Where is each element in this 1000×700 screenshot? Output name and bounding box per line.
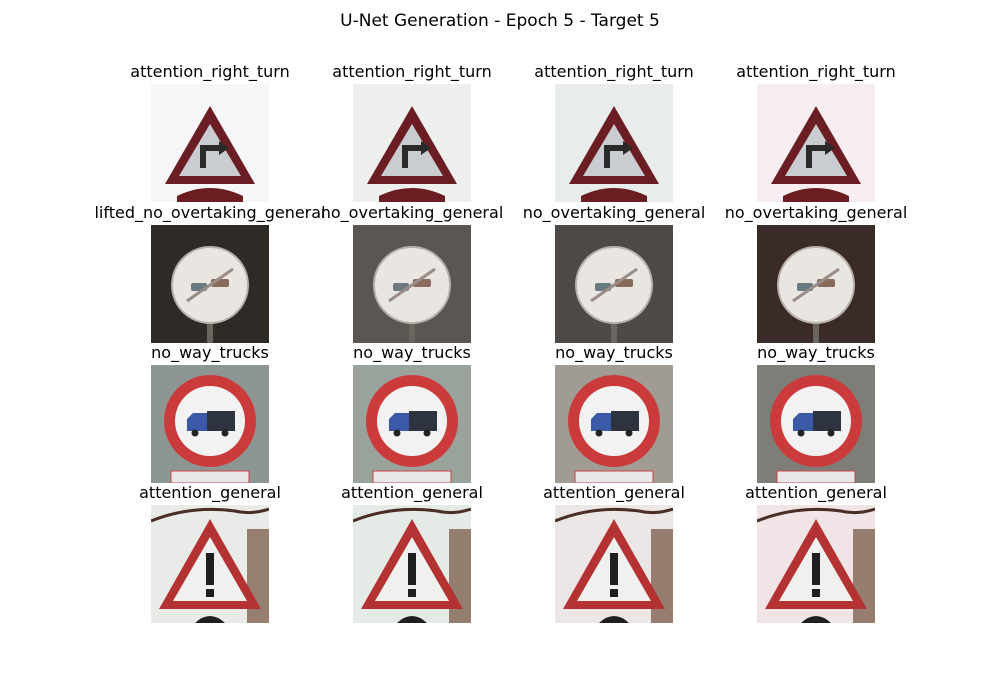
sample-cell: attention_general <box>139 483 281 623</box>
figure-title: U-Net Generation - Epoch 5 - Target 5 <box>340 11 660 31</box>
sample-title-text: lifted_no_overtaking_general <box>94 203 326 222</box>
sample-title: no_way_trucks <box>151 343 269 362</box>
sample-title: attention_general <box>139 483 281 502</box>
sample-title: lifted_no_overtaking_general <box>94 203 325 222</box>
generated-sign-image <box>555 84 673 202</box>
generated-sign-image <box>151 84 269 202</box>
sample-cell: no_overtaking_general <box>725 203 907 343</box>
sample-title: no_way_trucks <box>757 343 875 362</box>
sample-title: attention_general <box>745 483 887 502</box>
generated-sign-image <box>757 84 875 202</box>
generated-sign-image <box>555 505 673 623</box>
sample-title-text: attention_general <box>745 483 887 502</box>
sample-title-text: no_way_trucks <box>757 343 875 362</box>
sample-title: attention_general <box>341 483 483 502</box>
sample-cell: no_way_trucks <box>555 343 673 483</box>
sample-title: no_overtaking_general <box>523 203 706 222</box>
sample-cell: no_overtaking_general <box>523 203 705 343</box>
sample-title-text: attention_right_turn <box>534 62 694 81</box>
sample-title: no_overtaking_general <box>321 203 504 222</box>
generated-sign-image <box>151 365 269 483</box>
generated-sign-image <box>151 225 269 343</box>
generated-sign-image <box>757 505 875 623</box>
sample-cell: no_way_trucks <box>757 343 875 483</box>
sample-title: attention_right_turn <box>332 62 491 81</box>
sample-cell: attention_general <box>745 483 887 623</box>
sample-cell: no_way_trucks <box>353 343 471 483</box>
sample-title-text: attention_general <box>341 483 483 502</box>
sample-title-text: no_overtaking_general <box>320 203 504 222</box>
generated-sign-image <box>353 365 471 483</box>
sample-title-text: no_way_trucks <box>353 343 471 362</box>
sample-cell: attention_right_turn <box>332 62 492 202</box>
sample-cell: no_overtaking_general <box>321 203 503 343</box>
sample-title: attention_right_turn <box>736 62 895 81</box>
sample-cell: attention_general <box>341 483 483 623</box>
generated-sign-image <box>757 225 875 343</box>
sample-title-text: no_way_trucks <box>151 343 269 362</box>
generated-sign-image <box>353 225 471 343</box>
sample-title-text: attention_right_turn <box>736 62 896 81</box>
sample-cell: attention_general <box>543 483 685 623</box>
sample-title-text: attention_general <box>139 483 281 502</box>
sample-title-text: no_way_trucks <box>555 343 673 362</box>
generated-sign-image <box>757 365 875 483</box>
sample-title: attention_right_turn <box>534 62 693 81</box>
sample-title: attention_general <box>543 483 685 502</box>
sample-title-text: no_overtaking_general <box>724 203 908 222</box>
sample-cell: attention_right_turn <box>534 62 694 202</box>
sample-cell: attention_right_turn <box>736 62 896 202</box>
generated-sign-image <box>555 225 673 343</box>
sample-cell: no_way_trucks <box>151 343 269 483</box>
sample-title: no_way_trucks <box>353 343 471 362</box>
sample-cell: lifted_no_overtaking_general <box>94 203 326 343</box>
generated-sign-image <box>151 505 269 623</box>
generated-sign-image <box>353 84 471 202</box>
generated-sign-image <box>555 365 673 483</box>
sample-title: no_way_trucks <box>555 343 673 362</box>
sample-title-text: attention_right_turn <box>332 62 492 81</box>
sample-title-text: attention_general <box>543 483 685 502</box>
sample-title-text: attention_right_turn <box>130 62 290 81</box>
sample-title: attention_right_turn <box>130 62 289 81</box>
sample-title: no_overtaking_general <box>725 203 908 222</box>
sample-title-text: no_overtaking_general <box>522 203 706 222</box>
generated-sign-image <box>353 505 471 623</box>
sample-cell: attention_right_turn <box>130 62 290 202</box>
